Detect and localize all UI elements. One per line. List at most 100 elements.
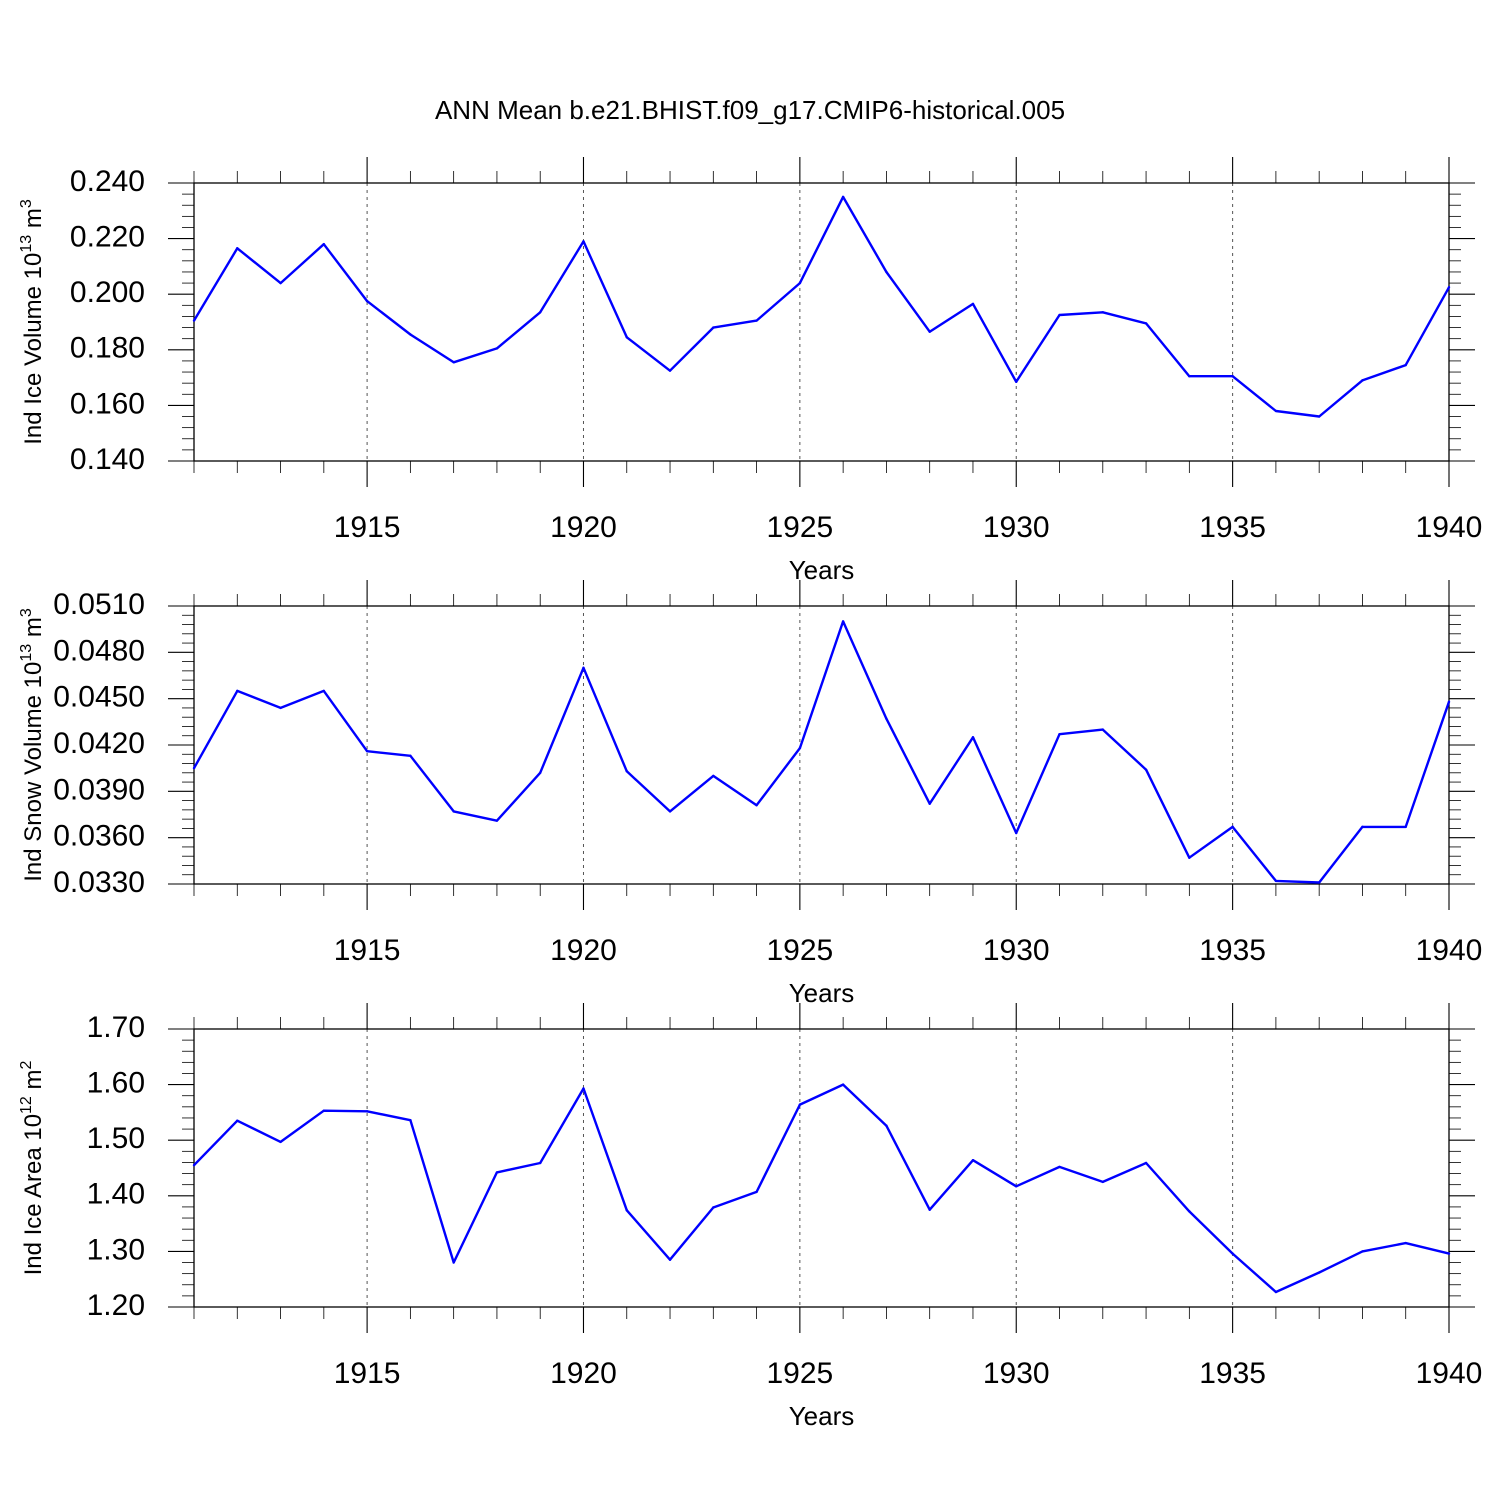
panel-1: 0.140 0.160 0.180 0.200 0.220 0.240 1915 1920 19… bbox=[18, 157, 1482, 585]
data-point bbox=[798, 281, 802, 285]
y-tick-label: 0.0420 bbox=[53, 727, 145, 760]
x-tick-label: 1920 bbox=[550, 511, 617, 544]
x-axis-label: Years bbox=[789, 1401, 855, 1431]
y-tick-label: 1.30 bbox=[87, 1233, 145, 1266]
data-point bbox=[1188, 375, 1191, 378]
y-tick-label: 0.0480 bbox=[53, 634, 145, 667]
x-tick-label: 1940 bbox=[1416, 934, 1483, 967]
y-axis-label: Ind Snow Volume 1013 m3 bbox=[18, 608, 47, 882]
data-point bbox=[841, 1083, 845, 1086]
y-tick-label: 0.0510 bbox=[53, 588, 145, 621]
x-tick-label: 1915 bbox=[334, 934, 401, 967]
data-point bbox=[928, 330, 931, 333]
data-point bbox=[452, 810, 455, 813]
data-point bbox=[841, 195, 845, 199]
series-line bbox=[192, 195, 1451, 418]
y-tick-label: 0.220 bbox=[70, 221, 145, 254]
x-tick-label: 1915 bbox=[334, 511, 401, 544]
data-point bbox=[755, 804, 758, 807]
data-point bbox=[539, 311, 542, 314]
data-point bbox=[1361, 825, 1364, 829]
data-point bbox=[495, 1171, 499, 1174]
data-point bbox=[1317, 1271, 1321, 1274]
data-point bbox=[755, 319, 758, 322]
data-point bbox=[1274, 879, 1278, 883]
data-point bbox=[885, 717, 888, 720]
data-point bbox=[1274, 409, 1278, 413]
y-tick-label: 1.60 bbox=[87, 1067, 145, 1100]
data-point bbox=[1188, 856, 1191, 859]
data-point bbox=[322, 1109, 326, 1112]
y-axis-label: Ind Ice Area 1012 m2 bbox=[18, 1060, 47, 1275]
x-tick-label: 1920 bbox=[550, 934, 617, 967]
data-point bbox=[236, 689, 239, 693]
x-axis-label: Years bbox=[789, 978, 855, 1008]
data-point bbox=[1231, 825, 1234, 829]
data-point bbox=[1144, 1161, 1148, 1165]
data-point bbox=[668, 810, 672, 813]
data-point bbox=[625, 770, 628, 773]
data-point bbox=[365, 299, 369, 303]
data-point bbox=[409, 754, 412, 758]
data-point bbox=[1101, 728, 1104, 731]
data-point bbox=[1404, 1241, 1407, 1245]
y-tick-label: 1.70 bbox=[87, 1011, 145, 1044]
data-point bbox=[409, 333, 412, 336]
data-point bbox=[452, 1261, 455, 1264]
x-tick-label: 1935 bbox=[1199, 1357, 1266, 1390]
data-point bbox=[625, 336, 628, 339]
plot-frame bbox=[193, 1028, 1450, 1308]
data-point bbox=[1231, 375, 1234, 378]
y-tick-label: 0.0360 bbox=[53, 820, 145, 853]
data-point bbox=[928, 1208, 931, 1211]
data-point bbox=[1101, 311, 1104, 314]
data-point bbox=[928, 802, 931, 805]
data-point bbox=[712, 326, 715, 329]
data-point bbox=[495, 819, 499, 822]
data-point bbox=[1101, 1180, 1104, 1184]
data-point bbox=[1144, 768, 1148, 771]
data-point bbox=[192, 319, 196, 322]
data-point bbox=[539, 1161, 542, 1165]
data-point bbox=[625, 1209, 628, 1212]
x-tick-label: 1935 bbox=[1199, 934, 1266, 967]
data-point bbox=[1404, 363, 1407, 367]
data-point bbox=[1188, 1210, 1191, 1213]
data-point bbox=[1058, 732, 1061, 736]
y-tick-label: 0.200 bbox=[70, 276, 145, 309]
data-point bbox=[365, 1110, 369, 1113]
data-point bbox=[1015, 831, 1018, 835]
data-point bbox=[236, 247, 239, 250]
data-point bbox=[452, 361, 455, 364]
data-point bbox=[971, 736, 975, 739]
chart-title: ANN Mean b.e21.BHIST.f09_g17.CMIP6-histo… bbox=[435, 95, 1065, 125]
data-point bbox=[1274, 1290, 1278, 1294]
data-point bbox=[582, 1087, 585, 1090]
data-point bbox=[798, 1103, 802, 1106]
x-tick-label: 1930 bbox=[983, 511, 1050, 544]
data-point bbox=[1015, 380, 1018, 383]
data-point bbox=[279, 706, 282, 710]
data-point bbox=[582, 240, 585, 243]
y-tick-label: 0.0390 bbox=[53, 773, 145, 806]
x-tick-label: 1925 bbox=[766, 1357, 833, 1390]
data-point bbox=[1404, 825, 1407, 829]
data-point bbox=[365, 749, 369, 753]
y-tick-label: 0.140 bbox=[70, 443, 145, 476]
data-point bbox=[322, 689, 326, 693]
x-tick-label: 1925 bbox=[766, 511, 833, 544]
y-tick-label: 0.180 bbox=[70, 332, 145, 365]
data-point bbox=[755, 1190, 758, 1194]
data-point bbox=[798, 746, 802, 750]
data-point bbox=[192, 1164, 196, 1167]
y-tick-label: 0.160 bbox=[70, 387, 145, 420]
data-point bbox=[409, 1118, 412, 1122]
data-point bbox=[712, 774, 715, 778]
x-tick-label: 1925 bbox=[766, 934, 833, 967]
y-tick-label: 1.50 bbox=[87, 1122, 145, 1155]
y-tick-label: 1.40 bbox=[87, 1178, 145, 1211]
series-line bbox=[192, 620, 1451, 884]
data-point bbox=[668, 369, 672, 372]
data-point bbox=[841, 620, 845, 623]
